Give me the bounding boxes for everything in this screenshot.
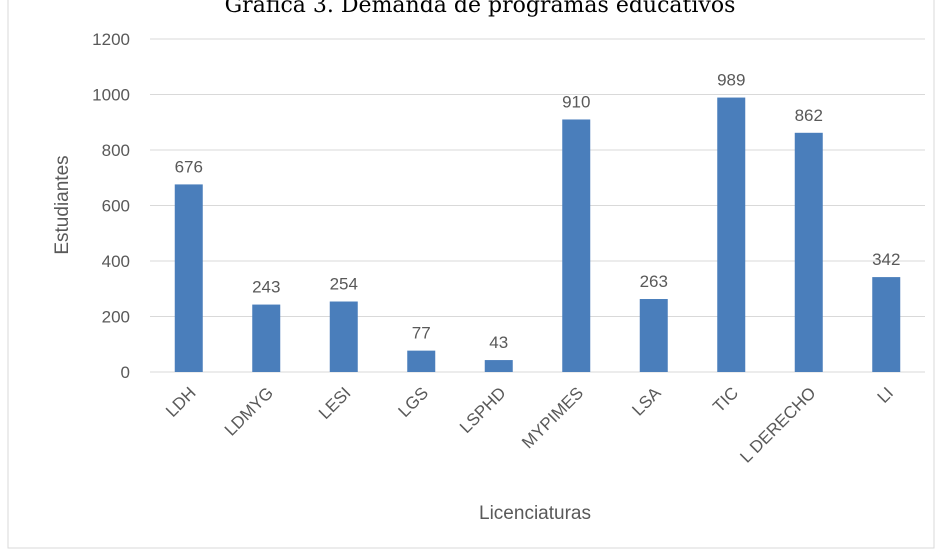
bar bbox=[484, 360, 513, 372]
y-tick-label: 400 bbox=[102, 252, 130, 271]
bar bbox=[407, 350, 436, 372]
data-label: 243 bbox=[252, 278, 280, 297]
data-label: 43 bbox=[489, 333, 508, 352]
bar bbox=[252, 304, 281, 372]
data-label: 77 bbox=[412, 324, 431, 343]
bar bbox=[717, 97, 746, 373]
bar bbox=[329, 301, 358, 372]
x-axis-title: Licenciaturas bbox=[479, 503, 591, 524]
y-tick-label: 1200 bbox=[92, 30, 130, 49]
bar bbox=[562, 119, 591, 372]
y-tick-label: 200 bbox=[102, 308, 130, 327]
data-label: 342 bbox=[872, 250, 900, 269]
y-tick-label: 1000 bbox=[92, 86, 130, 105]
y-axis-title: Estudiantes bbox=[52, 155, 73, 254]
y-tick-label: 800 bbox=[102, 141, 130, 160]
chart-title: Gráfica 3. Demanda de programas educativ… bbox=[225, 0, 736, 18]
y-tick-label: 600 bbox=[102, 197, 130, 216]
data-label: 862 bbox=[795, 106, 823, 125]
bar bbox=[794, 132, 823, 372]
data-label: 989 bbox=[717, 71, 745, 90]
data-label: 910 bbox=[562, 92, 590, 111]
chart-frame bbox=[7, 0, 935, 549]
y-tick-label: 0 bbox=[121, 363, 130, 382]
bar bbox=[174, 184, 203, 372]
data-label: 263 bbox=[640, 272, 668, 291]
data-label: 676 bbox=[175, 157, 203, 176]
bar bbox=[872, 277, 901, 372]
bar bbox=[639, 299, 668, 372]
data-label: 254 bbox=[330, 275, 358, 294]
